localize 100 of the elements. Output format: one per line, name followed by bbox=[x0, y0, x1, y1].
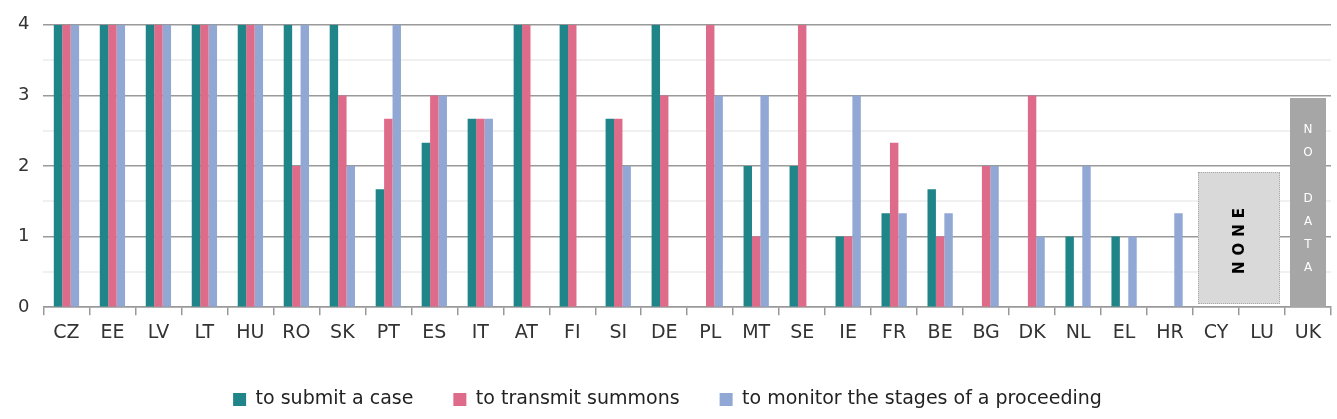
bar bbox=[99, 24, 109, 307]
bar bbox=[1027, 95, 1037, 307]
bar bbox=[843, 236, 853, 307]
bar bbox=[714, 95, 723, 307]
bar bbox=[346, 166, 355, 307]
bar bbox=[246, 24, 255, 307]
bar bbox=[568, 24, 577, 307]
bar bbox=[889, 142, 899, 307]
bar bbox=[70, 24, 80, 307]
bar bbox=[559, 24, 569, 307]
bar bbox=[208, 24, 218, 307]
band-label: NO DATA bbox=[1301, 122, 1315, 284]
bar bbox=[292, 166, 301, 307]
x-tick-label: EE bbox=[100, 319, 125, 342]
bar bbox=[1128, 236, 1137, 307]
x-tick-label: LT bbox=[194, 319, 215, 342]
x-tick-label: IT bbox=[471, 319, 490, 342]
bar bbox=[329, 24, 339, 307]
bar bbox=[797, 24, 807, 307]
bar bbox=[145, 24, 155, 307]
x-tick-label: DK bbox=[1018, 319, 1047, 342]
bar bbox=[467, 118, 477, 307]
bar bbox=[706, 24, 715, 307]
x-tick-label: FR bbox=[882, 319, 907, 342]
x-tick-label: CY bbox=[1203, 319, 1229, 342]
bar bbox=[191, 24, 201, 307]
bar bbox=[384, 118, 393, 307]
x-tick-label: LU bbox=[1250, 319, 1274, 342]
x-tick-label: IE bbox=[839, 319, 857, 342]
dotted-box: NONE bbox=[1197, 171, 1281, 305]
x-tick-label: PL bbox=[699, 319, 722, 342]
x-tick-label: AT bbox=[514, 319, 539, 342]
x-tick-label: ES bbox=[422, 319, 447, 342]
bar bbox=[108, 24, 117, 307]
x-tick-label: FI bbox=[563, 319, 581, 342]
bar bbox=[835, 236, 844, 307]
bar bbox=[484, 118, 493, 307]
x-tick-label: SI bbox=[609, 319, 628, 342]
bar bbox=[660, 95, 669, 307]
bar bbox=[53, 24, 63, 307]
x-tick-label: UK bbox=[1294, 319, 1322, 342]
x-tick-label: LV bbox=[147, 319, 170, 342]
bar bbox=[789, 166, 798, 307]
band-label: NONE bbox=[1230, 201, 1249, 274]
x-tick-label: BG bbox=[972, 319, 1000, 342]
x-tick-label: RO bbox=[282, 319, 311, 342]
bar bbox=[743, 166, 752, 307]
bar bbox=[651, 24, 661, 307]
bar bbox=[62, 24, 71, 307]
bar bbox=[751, 236, 761, 307]
bar bbox=[237, 24, 247, 307]
y-tick-label: 4 bbox=[18, 12, 30, 34]
x-tick-label: SE bbox=[790, 319, 815, 342]
x-tick-label: DE bbox=[650, 319, 678, 342]
x-tick-label: CZ bbox=[53, 319, 80, 342]
label-box: NO DATA bbox=[1289, 98, 1327, 308]
bar bbox=[935, 236, 945, 307]
x-tick-label: HR bbox=[1156, 319, 1184, 342]
legend-label: to monitor the stages of a proceeding bbox=[742, 386, 1102, 409]
bar bbox=[254, 24, 264, 307]
x-tick-label: PT bbox=[376, 319, 401, 342]
bar bbox=[760, 95, 769, 307]
bar bbox=[1065, 236, 1074, 307]
bar bbox=[283, 24, 293, 307]
legend-label: to transmit summons bbox=[475, 386, 680, 409]
y-tick-label: 3 bbox=[18, 83, 30, 105]
bar bbox=[944, 213, 953, 307]
y-tick-label: 1 bbox=[18, 224, 30, 246]
bar bbox=[338, 95, 347, 307]
bar bbox=[522, 24, 531, 307]
x-tick-label: HU bbox=[236, 319, 265, 342]
bar bbox=[392, 24, 401, 307]
bar bbox=[154, 24, 163, 307]
bar bbox=[622, 166, 631, 307]
legend-label: to submit a case bbox=[255, 386, 414, 409]
bar bbox=[162, 24, 172, 307]
bar bbox=[375, 189, 385, 307]
x-tick-label: EL bbox=[1112, 319, 1136, 342]
bar bbox=[421, 142, 431, 307]
bar bbox=[300, 24, 310, 307]
x-tick-label: BE bbox=[927, 319, 953, 342]
bar bbox=[990, 166, 999, 307]
bar bbox=[927, 189, 936, 307]
bar bbox=[438, 95, 447, 307]
x-tick-label: SK bbox=[330, 319, 356, 342]
bar bbox=[605, 118, 615, 307]
y-tick-label: 0 bbox=[18, 294, 30, 316]
x-tick-label: NL bbox=[1065, 319, 1091, 342]
bar bbox=[881, 213, 890, 307]
bar bbox=[1111, 236, 1120, 307]
bar bbox=[513, 24, 523, 307]
bar bbox=[852, 95, 861, 307]
bar bbox=[1082, 166, 1091, 307]
bar bbox=[200, 24, 209, 307]
bar bbox=[1174, 213, 1183, 307]
bar bbox=[981, 166, 991, 307]
bar bbox=[1036, 236, 1045, 307]
bar bbox=[614, 118, 623, 307]
bar bbox=[116, 24, 126, 307]
bar bbox=[476, 118, 485, 307]
